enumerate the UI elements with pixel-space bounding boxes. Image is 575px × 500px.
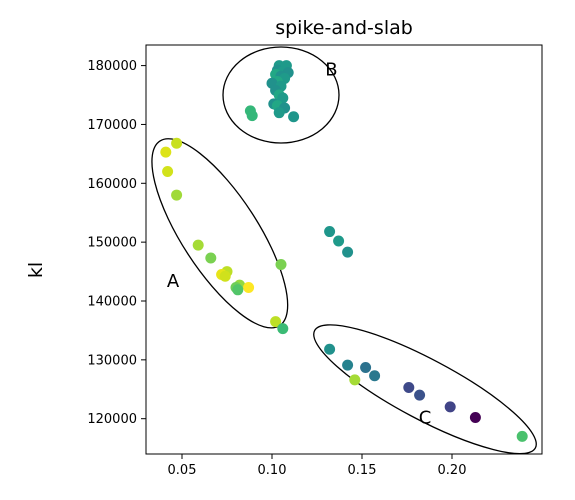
data-point-47: [414, 389, 426, 401]
data-point-40: [342, 246, 354, 258]
data-point-22: [171, 137, 183, 149]
y-tick-label-6: 170000: [87, 118, 137, 133]
plot-frame: [145, 44, 543, 455]
data-point-36: [270, 316, 282, 328]
y-tick-label-2: 130000: [87, 353, 137, 368]
data-point-46: [403, 382, 415, 394]
data-point-37: [277, 323, 289, 335]
data-point-49: [469, 412, 481, 424]
ellipse-c: [313, 324, 537, 455]
data-point-20: [273, 107, 285, 119]
data-points: [160, 60, 528, 442]
data-point-14: [277, 92, 289, 104]
data-point-34: [243, 281, 255, 293]
data-point-43: [360, 361, 372, 373]
data-point-39: [333, 235, 345, 247]
cluster-label-c: C: [419, 407, 432, 428]
data-point-23: [160, 146, 172, 158]
data-point-44: [369, 370, 381, 382]
y-axis-label: kl: [25, 262, 47, 278]
x-tick-label-1: 0.05: [168, 463, 197, 478]
ellipse-b: [222, 46, 340, 144]
data-point-41: [324, 343, 336, 355]
data-point-26: [192, 239, 204, 251]
cluster-label-b: B: [325, 60, 337, 81]
data-point-48: [444, 401, 456, 413]
x-tick-label-3: 0.15: [348, 463, 377, 478]
cluster-labels: A B C: [167, 60, 431, 429]
data-point-35: [232, 284, 244, 296]
data-point-45: [349, 374, 361, 386]
data-point-21: [288, 111, 300, 123]
y-tick-label-4: 150000: [87, 236, 137, 251]
y-tick-label-7: 180000: [87, 59, 137, 74]
y-tick-label-5: 160000: [87, 177, 137, 192]
cluster-label-a: A: [167, 271, 180, 292]
x-tick-label-4: 0.20: [438, 463, 467, 478]
cluster-ellipses: [151, 46, 537, 455]
y-tick-label-1: 120000: [87, 412, 137, 427]
data-point-27: [205, 252, 217, 264]
x-tick-label-2: 0.10: [258, 463, 287, 478]
data-point-38: [324, 226, 336, 238]
data-point-42: [342, 359, 354, 371]
data-point-28: [275, 259, 287, 271]
data-point-25: [171, 189, 183, 201]
data-point-19: [246, 110, 258, 122]
y-axis-ticks: 120000 130000 140000 150000 160000 170000 1800…: [87, 59, 146, 427]
data-point-50: [516, 430, 528, 442]
data-point-31: [219, 270, 231, 282]
y-tick-label-3: 140000: [87, 294, 137, 309]
chart-title: spike-and-slab: [275, 17, 413, 39]
data-point-24: [162, 166, 174, 178]
x-axis-ticks: 0.05 0.10 0.15 0.20: [168, 454, 467, 478]
